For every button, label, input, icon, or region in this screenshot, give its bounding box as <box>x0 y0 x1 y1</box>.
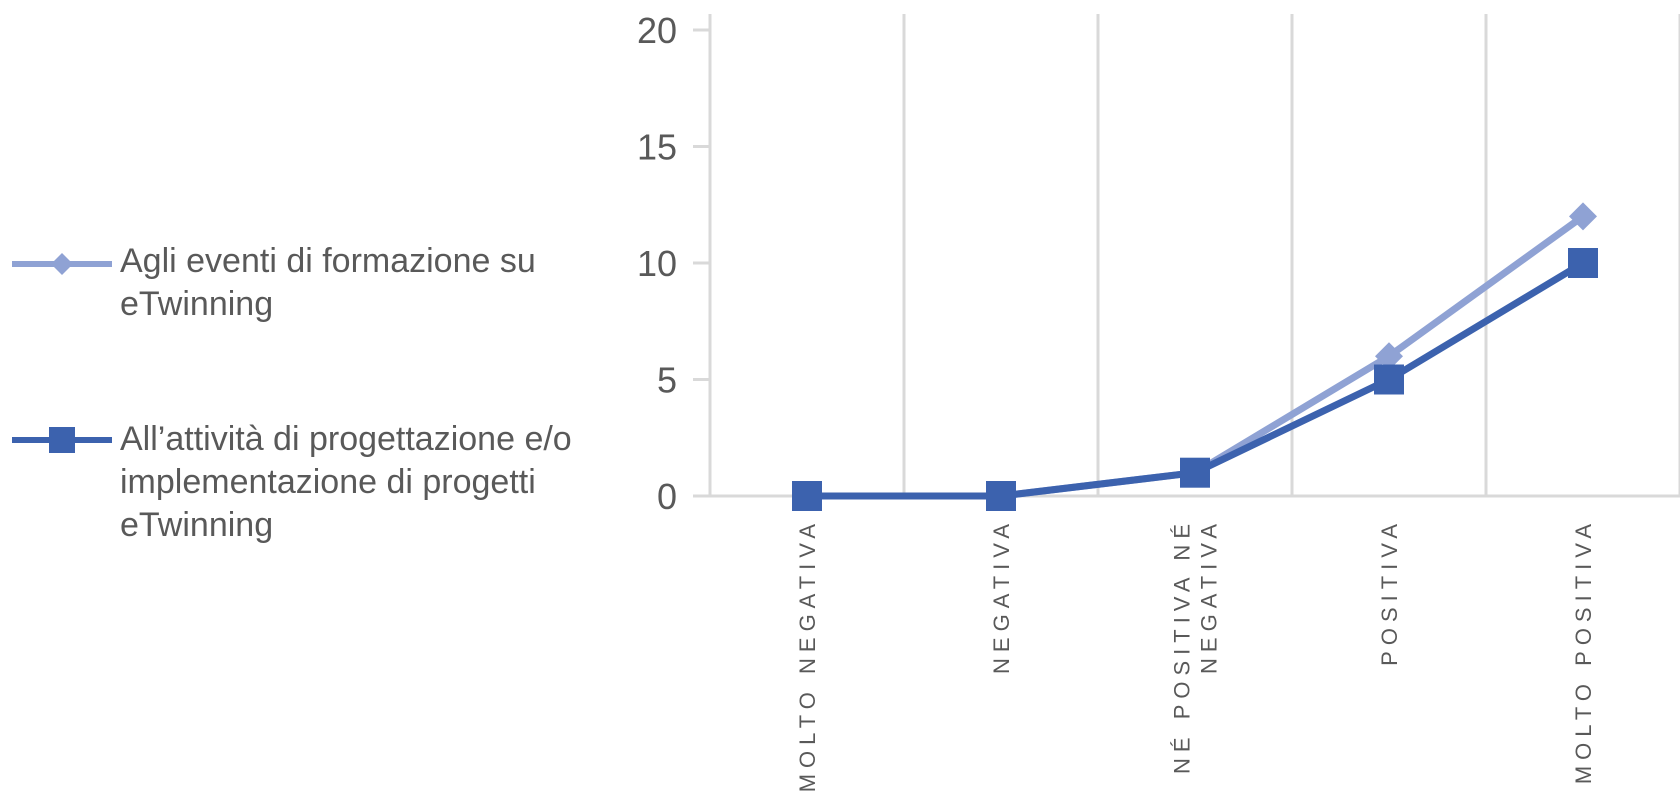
data-point-square <box>792 481 822 511</box>
x-tick-label: NEGATIVA <box>989 518 1014 674</box>
y-tick-label: 10 <box>637 243 677 284</box>
y-tick-label: 5 <box>657 360 677 401</box>
x-tick-label: MOLTO POSITIVA <box>1571 518 1596 784</box>
data-point-diamond <box>1569 202 1597 231</box>
data-point-square <box>1568 248 1598 278</box>
x-tick-label: NÉ POSITIVA NÉ <box>1170 518 1195 774</box>
legend-label-line: Agli eventi di formazione su <box>120 242 536 280</box>
y-tick-label: 15 <box>637 127 677 168</box>
legend-label-line: eTwinning <box>120 285 274 323</box>
legend-label-line: implementazione di progetti <box>120 463 536 501</box>
x-tick-label: NEGATIVA <box>1197 518 1222 674</box>
x-tick-label: MOLTO NEGATIVA <box>795 518 820 792</box>
legend-label-line: All’attività di progettazione e/o <box>120 420 572 458</box>
data-point-square <box>1374 364 1404 395</box>
series-line-1 <box>807 213 1586 500</box>
data-point-square <box>986 481 1016 511</box>
legend-label-line: eTwinning <box>120 506 274 544</box>
legend-swatch-diamond-icon <box>12 253 112 275</box>
x-tick-label: POSITIVA <box>1377 518 1402 666</box>
legend-swatch-square-icon <box>12 427 112 453</box>
y-tick-label: 20 <box>637 10 677 51</box>
data-point-diamond <box>1375 342 1403 371</box>
y-tick-label: 0 <box>657 476 677 517</box>
data-point-square <box>1180 457 1210 488</box>
